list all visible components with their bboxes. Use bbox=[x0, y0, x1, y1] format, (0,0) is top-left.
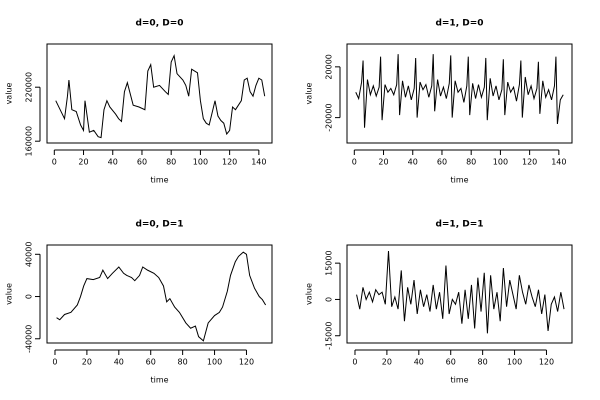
y-tick-label: -15000 bbox=[325, 322, 334, 350]
x-tick-label: 100 bbox=[507, 358, 522, 367]
x-tick-label: 100 bbox=[493, 158, 508, 167]
y-axis-label: value bbox=[5, 283, 14, 305]
y-tick-label: 20000 bbox=[325, 54, 334, 79]
x-tick-label: 120 bbox=[239, 358, 254, 367]
x-tick-label: 20 bbox=[78, 158, 88, 167]
chart-title: d=0, D=0 bbox=[135, 19, 183, 29]
x-axis-label: time bbox=[450, 376, 468, 385]
data-line bbox=[356, 251, 565, 334]
y-axis-label: value bbox=[5, 83, 14, 105]
x-tick-label: 140 bbox=[551, 158, 566, 167]
x-tick-label: 80 bbox=[166, 158, 176, 167]
x-tick-label: 60 bbox=[146, 358, 156, 367]
x-tick-label: 20 bbox=[382, 358, 392, 367]
x-tick-label: 0 bbox=[352, 358, 357, 367]
x-axis-label: time bbox=[450, 176, 468, 185]
y-tick-label: 220000 bbox=[25, 72, 34, 103]
y-tick-label: 160000 bbox=[25, 126, 34, 157]
y-tick-label: 0 bbox=[325, 297, 334, 302]
plot-box bbox=[46, 244, 273, 344]
x-tick-label: 40 bbox=[414, 358, 424, 367]
x-tick-label: 0 bbox=[352, 158, 357, 167]
chart-title: d=1, D=1 bbox=[435, 220, 483, 230]
x-tick-label: 60 bbox=[437, 158, 447, 167]
x-tick-label: 20 bbox=[82, 358, 92, 367]
x-tick-label: 140 bbox=[251, 158, 266, 167]
x-tick-label: 120 bbox=[539, 358, 554, 367]
plot-box bbox=[346, 43, 573, 144]
chart-title: d=1, D=0 bbox=[435, 19, 483, 29]
x-tick-label: 100 bbox=[193, 158, 208, 167]
x-tick-label: 60 bbox=[137, 158, 147, 167]
plot-box bbox=[346, 244, 573, 344]
plot-box bbox=[46, 43, 273, 144]
x-tick-label: 80 bbox=[178, 358, 188, 367]
x-tick-label: 0 bbox=[52, 158, 57, 167]
y-tick-label: 0 bbox=[25, 294, 34, 299]
x-axis-label: time bbox=[150, 376, 168, 385]
data-line bbox=[56, 251, 267, 342]
x-tick-label: 60 bbox=[446, 358, 456, 367]
x-tick-label: 100 bbox=[207, 358, 222, 367]
x-tick-label: 80 bbox=[466, 158, 476, 167]
chart-title: d=0, D=1 bbox=[135, 220, 183, 230]
x-tick-label: 120 bbox=[522, 158, 537, 167]
x-tick-label: 120 bbox=[222, 158, 237, 167]
y-tick-label: 40000 bbox=[25, 242, 34, 267]
x-tick-label: 80 bbox=[478, 358, 488, 367]
y-axis-label: value bbox=[305, 83, 314, 105]
x-tick-label: 40 bbox=[108, 158, 118, 167]
x-tick-label: 20 bbox=[378, 158, 388, 167]
y-tick-label: -40000 bbox=[25, 325, 34, 353]
y-axis-label: value bbox=[305, 283, 314, 305]
x-tick-label: 0 bbox=[52, 358, 57, 367]
data-line bbox=[55, 54, 266, 139]
y-tick-label: -20000 bbox=[325, 103, 334, 131]
data-line bbox=[355, 54, 564, 128]
x-axis-label: time bbox=[150, 176, 168, 185]
x-tick-label: 40 bbox=[408, 158, 418, 167]
x-tick-label: 40 bbox=[114, 358, 124, 367]
y-tick-label: 15000 bbox=[325, 250, 334, 275]
